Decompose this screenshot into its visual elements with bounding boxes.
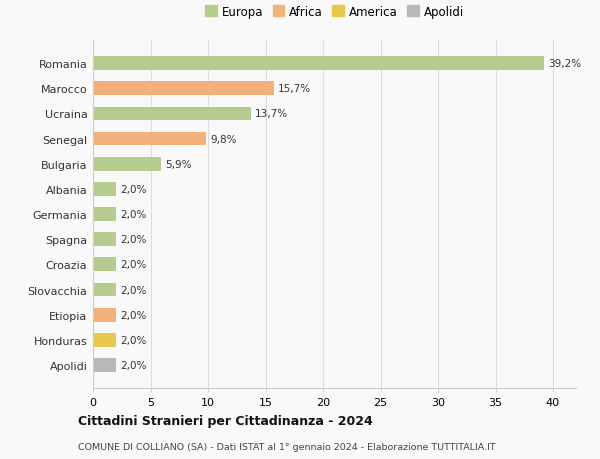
Bar	[93, 358, 116, 372]
Text: 2,0%: 2,0%	[121, 235, 147, 245]
Text: 2,0%: 2,0%	[121, 210, 147, 219]
Bar	[93, 183, 116, 196]
Text: 2,0%: 2,0%	[121, 335, 147, 345]
Bar	[93, 283, 116, 297]
Text: 2,0%: 2,0%	[121, 285, 147, 295]
Legend: Europa, Africa, America, Apolidi: Europa, Africa, America, Apolidi	[202, 2, 467, 22]
Bar	[93, 258, 116, 272]
Bar	[93, 132, 206, 146]
Text: 13,7%: 13,7%	[255, 109, 288, 119]
Bar	[93, 107, 251, 121]
Text: 2,0%: 2,0%	[121, 260, 147, 270]
Text: COMUNE DI COLLIANO (SA) - Dati ISTAT al 1° gennaio 2024 - Elaborazione TUTTITALI: COMUNE DI COLLIANO (SA) - Dati ISTAT al …	[78, 442, 496, 451]
Bar	[93, 308, 116, 322]
Text: 2,0%: 2,0%	[121, 185, 147, 195]
Bar	[93, 333, 116, 347]
Text: 2,0%: 2,0%	[121, 310, 147, 320]
Text: 5,9%: 5,9%	[166, 159, 192, 169]
Text: 9,8%: 9,8%	[211, 134, 237, 144]
Bar	[93, 82, 274, 96]
Text: 15,7%: 15,7%	[278, 84, 311, 94]
Text: Cittadini Stranieri per Cittadinanza - 2024: Cittadini Stranieri per Cittadinanza - 2…	[78, 414, 373, 428]
Text: 2,0%: 2,0%	[121, 360, 147, 370]
Bar	[93, 233, 116, 246]
Bar	[93, 157, 161, 171]
Text: 39,2%: 39,2%	[548, 59, 581, 69]
Bar	[93, 207, 116, 222]
Bar	[93, 57, 544, 71]
